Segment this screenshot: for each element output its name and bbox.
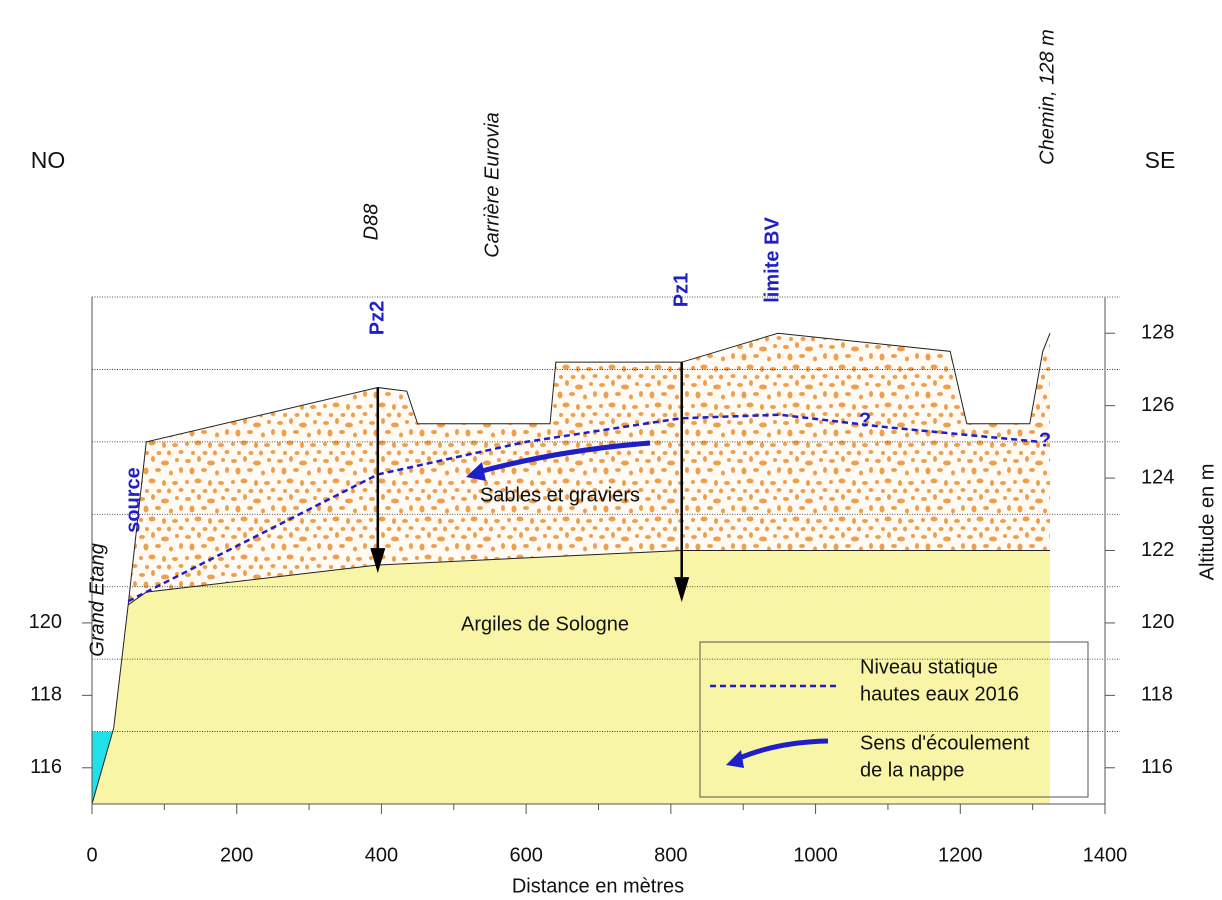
direction-label: SE [1145, 147, 1176, 173]
y2-tick-label: 124 [1141, 466, 1174, 488]
y-axis-title: Altitude en m [1196, 464, 1218, 581]
chart: 0 200 400 600 800 1000 1200 1400 116 118 120 116 118… [0, 0, 1222, 900]
legend-label: hautes eaux 2016 [860, 683, 1019, 705]
x-tick-label: 800 [654, 844, 687, 866]
legend-label: de la nappe [860, 759, 965, 781]
y2-tick-label: 120 [1141, 611, 1174, 633]
annotation: ? [859, 409, 871, 431]
x-tick-label: 1200 [938, 844, 983, 866]
y-tick-label: 120 [29, 611, 62, 633]
y2-tick-label: 126 [1141, 394, 1174, 416]
y-tick-label: 116 [30, 756, 62, 778]
x-tick-label: 400 [365, 844, 398, 866]
well-label: Pz1 [670, 273, 692, 307]
annotation: ? [1039, 429, 1051, 451]
annotation: Grand Etang [86, 543, 108, 656]
x-tick-label: 1400 [1083, 844, 1128, 866]
y2-tick-label: 128 [1141, 321, 1174, 343]
x-axis-title: Distance en mètres [512, 875, 684, 897]
annotation: D88 [360, 204, 382, 241]
legend-label: Niveau statique [860, 656, 998, 678]
direction-label: NO [31, 147, 66, 173]
annotation: Carrière Eurovia [481, 112, 503, 258]
layer-label: Sables et graviers [480, 484, 640, 506]
y2-tick-label: 118 [1141, 684, 1173, 706]
x-tick-label: 200 [220, 844, 253, 866]
y-tick-label: 118 [30, 684, 62, 706]
annotation: Chemin, 128 m [1036, 29, 1058, 165]
y2-tick-label: 116 [1141, 756, 1173, 778]
well-label: Pz2 [366, 301, 388, 335]
annotation: limite BV [761, 217, 783, 303]
x-tick-label: 600 [509, 844, 542, 866]
x-tick-label: 0 [86, 844, 97, 866]
y2-tick-label: 122 [1141, 539, 1174, 561]
legend-label: Sens d'écoulement [860, 732, 1030, 754]
annotation: source [122, 467, 144, 533]
x-tick-label: 1000 [793, 844, 838, 866]
layer-label: Argiles de Sologne [461, 613, 629, 635]
